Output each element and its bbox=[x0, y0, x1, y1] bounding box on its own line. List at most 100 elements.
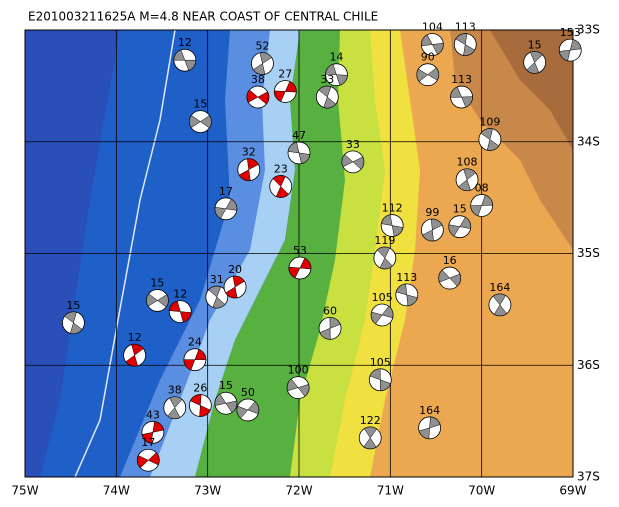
depth-label: 15 bbox=[219, 379, 233, 392]
beachball-quadrant bbox=[459, 216, 471, 229]
depth-label: 16 bbox=[443, 254, 457, 267]
focal-mechanism bbox=[273, 80, 297, 103]
focal-mechanism bbox=[488, 293, 512, 317]
depth-label: 31 bbox=[210, 273, 224, 286]
beachball-quadrant bbox=[156, 294, 169, 308]
focal-mechanism bbox=[287, 141, 311, 165]
beachball-quadrant bbox=[64, 311, 77, 324]
depth-label: 112 bbox=[382, 202, 403, 215]
beachball-quadrant bbox=[376, 246, 391, 259]
beachball-quadrant bbox=[323, 96, 337, 109]
depth-label: 14 bbox=[329, 51, 343, 64]
beachball-quadrant bbox=[184, 59, 197, 71]
focal-mechanism bbox=[223, 275, 247, 299]
map-title: E201003211625A M=4.8 NEAR COAST OF CENTR… bbox=[28, 10, 378, 24]
beachball-quadrant bbox=[559, 49, 571, 62]
depth-label: 33 bbox=[346, 138, 360, 151]
beachball-quadrant bbox=[137, 455, 149, 469]
y-tick-label: 34S bbox=[577, 134, 600, 148]
beachball-quadrant bbox=[391, 225, 404, 237]
beachball-quadrant bbox=[370, 311, 383, 325]
beachball-quadrant bbox=[297, 384, 310, 397]
depth-label: 15 bbox=[453, 203, 467, 216]
focal-mechanism bbox=[286, 376, 310, 400]
depth-label: 12 bbox=[128, 331, 142, 344]
beachball-quadrant bbox=[70, 322, 83, 335]
depth-label: 113 bbox=[455, 21, 476, 34]
beachball-quadrant bbox=[286, 378, 299, 392]
focal-mechanism bbox=[269, 175, 293, 198]
beachball-quadrant bbox=[493, 304, 508, 317]
focal-mechanism bbox=[358, 426, 382, 450]
focal-mechanism bbox=[141, 420, 165, 444]
beachball-quadrant bbox=[169, 396, 183, 409]
x-tick-label: 69W bbox=[559, 484, 586, 498]
beachball-quadrant bbox=[422, 229, 434, 242]
depth-label: 109 bbox=[479, 116, 500, 129]
focal-mechanism bbox=[448, 215, 472, 239]
depth-label: 26 bbox=[193, 381, 207, 394]
focal-mechanism bbox=[558, 38, 582, 62]
depth-label: 12 bbox=[173, 288, 187, 301]
beachball-quadrant bbox=[299, 257, 312, 270]
depth-label: 17 bbox=[219, 185, 233, 198]
beachball-quadrant bbox=[318, 85, 332, 98]
beachball-quadrant bbox=[431, 42, 444, 55]
beachball-quadrant bbox=[252, 63, 266, 75]
focal-mechanism bbox=[453, 33, 477, 56]
depth-label: 43 bbox=[146, 408, 160, 421]
focal-mechanism bbox=[438, 266, 462, 290]
trench-contour bbox=[74, 30, 176, 477]
focal-mechanism bbox=[341, 150, 365, 174]
beachball-quadrant bbox=[461, 96, 473, 108]
beachball-quadrant bbox=[183, 359, 196, 371]
beachball-quadrant bbox=[486, 139, 500, 151]
focal-mechanism bbox=[163, 396, 187, 420]
depth-label: 164 bbox=[419, 404, 440, 417]
focal-mechanism bbox=[318, 316, 342, 340]
beachball-quadrant bbox=[448, 224, 461, 237]
beachball-quadrant bbox=[259, 52, 272, 64]
depth-label: 52 bbox=[255, 40, 269, 53]
beachball-quadrant bbox=[225, 400, 238, 413]
focal-mechanism bbox=[246, 85, 270, 109]
depth-label: 122 bbox=[360, 414, 381, 427]
depth-label: 119 bbox=[374, 234, 395, 247]
depth-label: 53 bbox=[293, 244, 307, 257]
depth-label: 15 bbox=[66, 299, 80, 312]
focal-mechanism bbox=[62, 311, 85, 335]
focal-mechanism bbox=[455, 168, 479, 192]
focal-mechanism bbox=[168, 300, 192, 324]
beachball-quadrant bbox=[369, 368, 381, 381]
focal-mechanism bbox=[418, 416, 442, 440]
focal-mechanism bbox=[395, 283, 419, 307]
beachball-quadrant bbox=[167, 407, 181, 419]
depth-label: 15 bbox=[150, 276, 164, 289]
depth-label: 23 bbox=[274, 162, 288, 175]
focal-mechanism bbox=[251, 52, 274, 75]
focal-mechanism bbox=[123, 343, 147, 367]
x-tick-label: 70W bbox=[468, 484, 495, 498]
beachball-quadrant bbox=[336, 74, 348, 86]
beachball-quadrant bbox=[458, 179, 471, 191]
focal-mechanism bbox=[173, 48, 197, 72]
beachball-quadrant bbox=[298, 152, 311, 164]
depth-label: 100 bbox=[288, 364, 309, 377]
beachball-quadrant bbox=[275, 186, 289, 198]
depth-label: 32 bbox=[242, 146, 256, 159]
beachball-quadrant bbox=[395, 283, 408, 296]
focal-mechanism bbox=[450, 85, 473, 109]
beachball-quadrant bbox=[232, 275, 245, 288]
beachball-quadrant bbox=[418, 427, 430, 440]
x-tick-label: 73W bbox=[194, 484, 221, 498]
depth-label: 113 bbox=[451, 73, 472, 86]
depth-label: 108 bbox=[457, 156, 478, 169]
depth-label: 90 bbox=[421, 51, 435, 64]
depth-label: 20 bbox=[228, 263, 242, 276]
beachball-quadrant bbox=[329, 317, 341, 329]
beachball-quadrant bbox=[427, 67, 440, 81]
focal-mechanism bbox=[146, 289, 169, 312]
beachball-quadrant bbox=[208, 285, 222, 298]
depth-label: 27 bbox=[278, 67, 292, 80]
